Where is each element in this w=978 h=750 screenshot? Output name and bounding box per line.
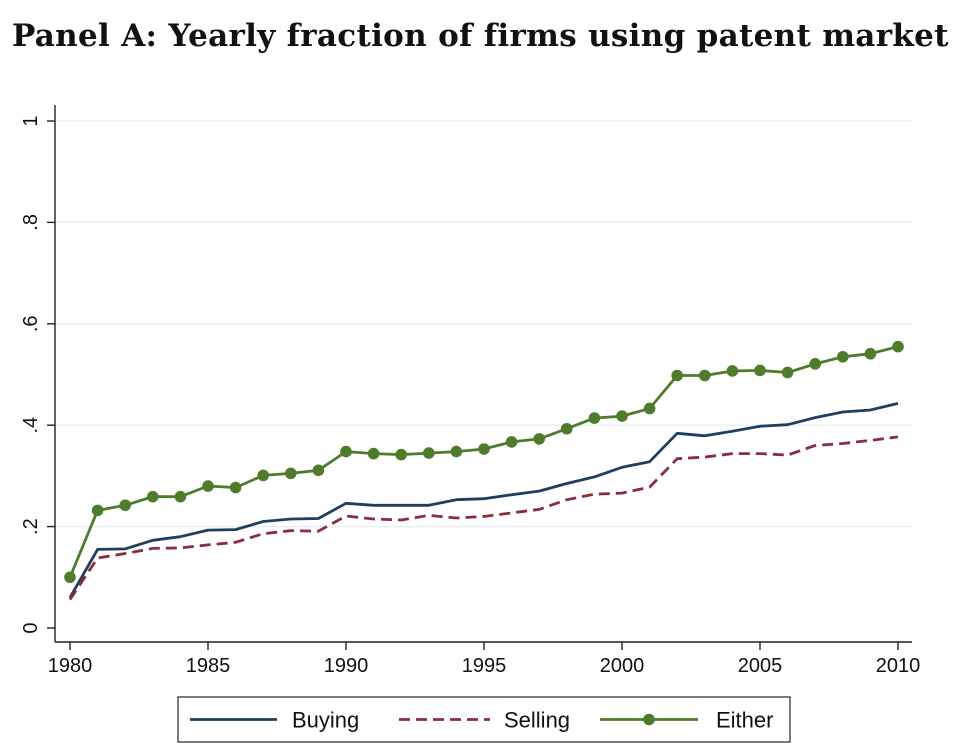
grid-lines xyxy=(55,120,912,528)
y-tick-label: 1 xyxy=(20,115,42,126)
x-tick-label: 2010 xyxy=(876,655,921,677)
data-point-either xyxy=(423,447,435,459)
data-point-either xyxy=(340,445,352,458)
data-point-either xyxy=(809,358,821,370)
y-tick-label: .4 xyxy=(20,417,42,434)
data-point-either xyxy=(147,490,159,503)
series-line-selling xyxy=(68,435,899,601)
y-tick-label: .8 xyxy=(20,214,42,231)
x-tick-label: 2005 xyxy=(738,655,783,677)
legend-label-selling: Selling xyxy=(504,708,570,733)
x-tick-label: 2000 xyxy=(600,655,645,677)
data-point-either xyxy=(616,410,628,422)
data-point-either xyxy=(561,422,573,435)
y-tick-label: .2 xyxy=(20,518,42,535)
data-point-either xyxy=(643,402,656,415)
x-tick-label: 1990 xyxy=(324,655,369,677)
data-point-either xyxy=(699,369,711,382)
x-tick-label: 1995 xyxy=(462,655,507,677)
data-point-either xyxy=(864,347,877,360)
y-tick-label: 0 xyxy=(20,622,42,633)
data-point-either xyxy=(285,467,297,480)
data-point-either xyxy=(726,365,739,377)
legend-label-either: Either xyxy=(716,708,773,733)
data-point-either xyxy=(367,447,380,460)
data-point-either xyxy=(174,490,187,503)
data-point-either xyxy=(478,443,490,455)
chart-title: Panel A: Yearly fraction of firms using … xyxy=(12,18,949,54)
data-point-either xyxy=(312,464,325,477)
data-point-either xyxy=(395,448,408,461)
data-point-either xyxy=(229,481,242,494)
series-line-either xyxy=(68,345,899,578)
data-point-either xyxy=(781,366,794,379)
legend: Buying Selling Either xyxy=(177,696,791,743)
data-point-either xyxy=(202,480,214,492)
y-tick-label: .6 xyxy=(20,315,42,332)
data-point-either xyxy=(450,445,463,458)
series-lines xyxy=(64,340,904,601)
data-point-either xyxy=(671,369,683,382)
legend-label-buying: Buying xyxy=(292,708,359,733)
data-point-either xyxy=(91,504,104,517)
data-point-either xyxy=(754,364,766,377)
series-line-buying xyxy=(68,402,899,599)
data-point-either xyxy=(505,436,518,448)
x-tick-label: 1985 xyxy=(186,655,231,677)
data-point-either xyxy=(588,412,601,424)
data-point-either xyxy=(533,433,545,445)
data-point-either xyxy=(837,350,849,363)
data-point-either xyxy=(119,499,131,512)
x-tick-label: 1980 xyxy=(48,655,93,677)
data-point-either xyxy=(64,571,76,584)
axes: 0 .2 .4 .6 .8 1 1980 1985 1990 1995 2000 2005 2010 xyxy=(20,105,920,677)
data-point-either xyxy=(257,469,270,482)
data-point-either xyxy=(892,340,904,353)
legend-marker-either xyxy=(643,713,655,726)
